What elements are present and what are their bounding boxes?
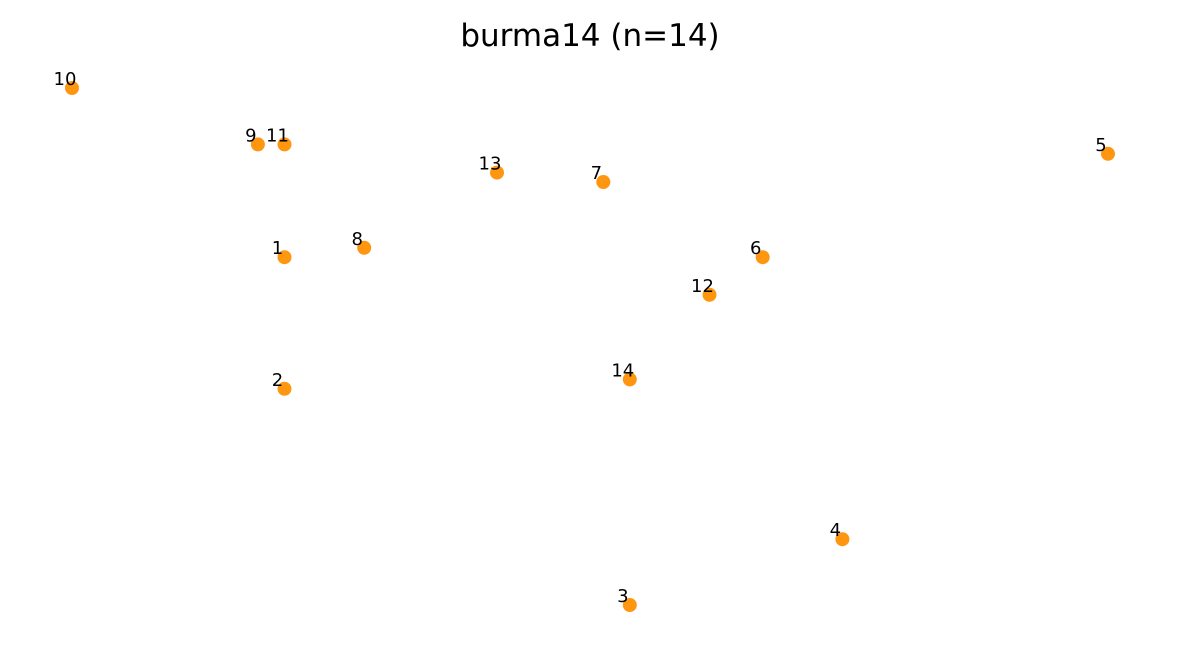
point-label-10: 10 — [54, 69, 77, 90]
point-7 — [596, 175, 611, 189]
point-label-13: 13 — [479, 154, 502, 175]
point-8 — [357, 240, 372, 255]
point-label-8: 8 — [351, 229, 362, 250]
point-2 — [277, 381, 292, 396]
point-13 — [490, 165, 504, 180]
point-12 — [702, 287, 717, 302]
point-label-2: 2 — [272, 370, 283, 391]
point-label-6: 6 — [750, 238, 761, 259]
point-9 — [250, 137, 265, 152]
point-3 — [622, 598, 637, 612]
point-label-11: 11 — [266, 125, 289, 146]
point-label-3: 3 — [617, 586, 628, 607]
point-4 — [835, 532, 850, 547]
point-label-4: 4 — [830, 520, 841, 541]
point-label-9: 9 — [245, 125, 256, 146]
point-1 — [277, 250, 292, 265]
point-label-12: 12 — [691, 276, 714, 297]
point-label-7: 7 — [591, 163, 602, 184]
point-5 — [1101, 146, 1115, 161]
point-10 — [65, 81, 79, 95]
point-label-1: 1 — [272, 238, 283, 259]
point-6 — [755, 250, 770, 265]
point-label-14: 14 — [611, 360, 634, 381]
point-14 — [622, 372, 637, 387]
chart-title: burma14 (n=14) — [460, 18, 719, 54]
point-label-5: 5 — [1095, 135, 1106, 156]
point-11 — [277, 137, 292, 152]
